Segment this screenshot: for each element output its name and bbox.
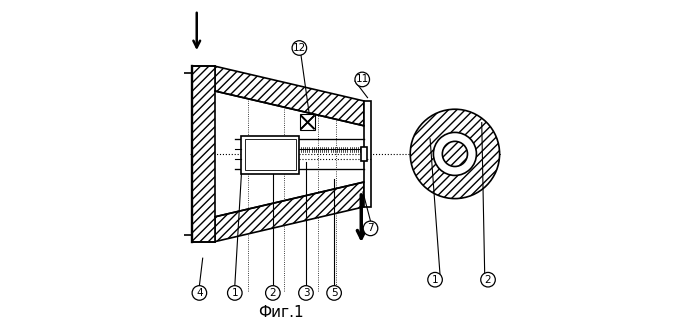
Circle shape bbox=[443, 141, 468, 166]
Polygon shape bbox=[364, 101, 371, 207]
Text: 7: 7 bbox=[367, 223, 374, 233]
Polygon shape bbox=[300, 114, 315, 130]
Text: Фиг.1: Фиг.1 bbox=[258, 305, 304, 320]
Circle shape bbox=[228, 286, 242, 300]
Circle shape bbox=[433, 132, 477, 175]
Circle shape bbox=[355, 72, 369, 87]
Text: 5: 5 bbox=[331, 288, 337, 298]
Text: 12: 12 bbox=[292, 43, 306, 53]
Polygon shape bbox=[192, 66, 215, 242]
Bar bbox=[245, 139, 296, 170]
Polygon shape bbox=[215, 66, 364, 126]
Circle shape bbox=[292, 41, 306, 55]
Text: 2: 2 bbox=[484, 275, 491, 285]
Text: 1: 1 bbox=[432, 275, 438, 285]
Circle shape bbox=[428, 272, 443, 287]
Circle shape bbox=[363, 221, 378, 236]
Polygon shape bbox=[215, 182, 364, 242]
Circle shape bbox=[327, 286, 341, 300]
Text: 1: 1 bbox=[232, 288, 238, 298]
Circle shape bbox=[299, 286, 313, 300]
Circle shape bbox=[410, 109, 500, 199]
Text: 3: 3 bbox=[303, 288, 309, 298]
Bar bbox=[242, 136, 299, 174]
Text: 2: 2 bbox=[269, 288, 276, 298]
Circle shape bbox=[265, 286, 280, 300]
Text: 4: 4 bbox=[196, 288, 202, 298]
Circle shape bbox=[481, 272, 496, 287]
Text: 11: 11 bbox=[355, 74, 369, 84]
Circle shape bbox=[192, 286, 207, 300]
Bar bbox=[361, 147, 366, 161]
